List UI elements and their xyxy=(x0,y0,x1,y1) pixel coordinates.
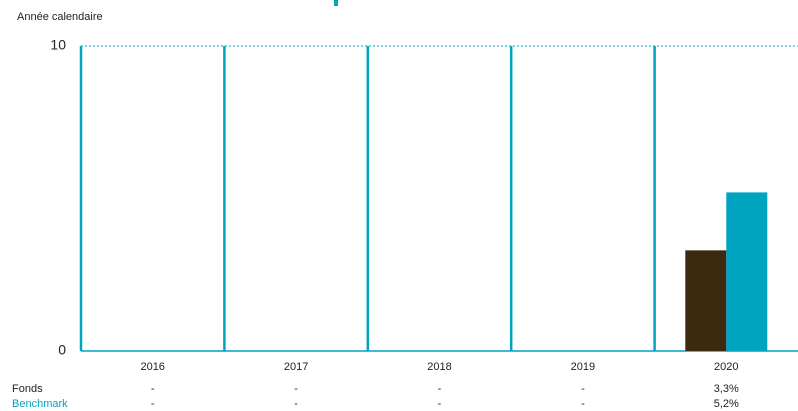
value-label: - xyxy=(581,383,585,395)
value-label: - xyxy=(581,398,585,410)
x-tick-label: 2017 xyxy=(284,361,308,373)
x-tick-label: 2016 xyxy=(140,361,164,373)
chart-subtitle: Année calendaire xyxy=(17,11,103,23)
value-label: - xyxy=(294,398,298,410)
bar xyxy=(726,192,768,351)
value-label: - xyxy=(438,398,442,410)
x-tick-label: 2018 xyxy=(427,361,451,373)
legend-label: Benchmark xyxy=(12,398,68,410)
value-label: - xyxy=(438,383,442,395)
title-fragment xyxy=(334,0,338,6)
y-tick-label: 10 xyxy=(50,37,66,53)
x-tick-label: 2019 xyxy=(571,361,595,373)
bar xyxy=(685,250,727,351)
value-label: - xyxy=(151,398,155,410)
value-label: - xyxy=(151,383,155,395)
legend-label: Fonds xyxy=(12,383,43,395)
value-label: 3,3% xyxy=(714,383,739,395)
value-label: - xyxy=(294,383,298,395)
y-tick-label: 0 xyxy=(58,342,66,358)
value-label: 5,2% xyxy=(714,398,739,410)
x-tick-label: 2020 xyxy=(714,361,738,373)
